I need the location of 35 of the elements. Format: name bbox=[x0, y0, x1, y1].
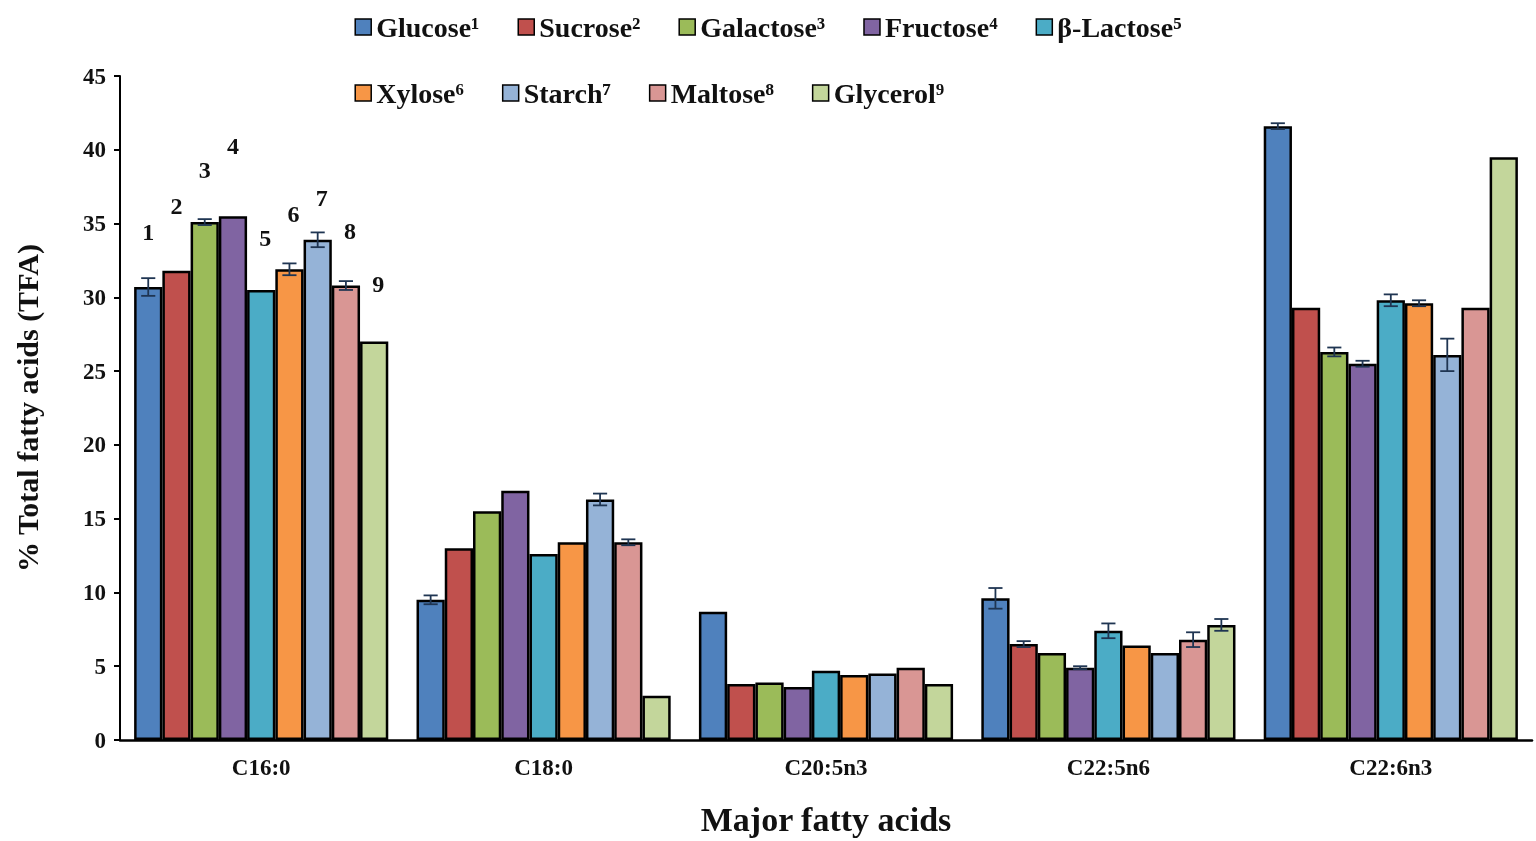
y-tick-label: 35 bbox=[83, 211, 106, 237]
y-tick-label: 25 bbox=[83, 358, 106, 384]
x-tick-label: C18:0 bbox=[514, 755, 573, 780]
y-tick-label: 0 bbox=[94, 727, 106, 753]
annotation: 2 bbox=[170, 192, 183, 219]
x-tick-label: C16:0 bbox=[231, 755, 291, 780]
legend-label: Starch⁷ bbox=[523, 77, 611, 109]
annotation: 8 bbox=[343, 217, 356, 244]
x-tick-label: C20:5n3 bbox=[784, 755, 868, 780]
x-tick-label: C22:6n3 bbox=[1349, 755, 1433, 780]
legend-label: β-Lactose⁵ bbox=[1057, 11, 1182, 43]
y-axis-title: % Total fatty acids (TFA) bbox=[10, 244, 45, 572]
y-tick-label: 15 bbox=[83, 506, 106, 532]
y-tick-label: 20 bbox=[83, 432, 106, 458]
legend-label: Sucrose² bbox=[539, 11, 641, 43]
annotation: 3 bbox=[198, 157, 211, 184]
legend-label: Glucose¹ bbox=[376, 11, 480, 43]
x-axis-title: Major fatty acids bbox=[700, 800, 952, 838]
annotation: 9 bbox=[372, 270, 385, 297]
legend-label: Maltose⁸ bbox=[670, 77, 774, 109]
legend-label: Glycerol⁹ bbox=[833, 77, 945, 109]
annotation: 6 bbox=[287, 201, 300, 228]
legend-label: Fructose⁴ bbox=[884, 11, 999, 43]
y-tick-label: 30 bbox=[83, 284, 106, 310]
legend-label: Galactose³ bbox=[700, 11, 826, 43]
y-tick-label: 45 bbox=[83, 63, 106, 89]
annotation: 5 bbox=[259, 224, 272, 251]
annotation: 4 bbox=[226, 133, 239, 160]
y-tick-label: 5 bbox=[94, 653, 106, 679]
y-tick-label: 40 bbox=[83, 137, 106, 163]
x-tick-label: C22:5n6 bbox=[1066, 755, 1150, 780]
annotation: 1 bbox=[142, 219, 155, 245]
y-tick-label: 10 bbox=[83, 579, 106, 605]
legend-label: Xylose⁶ bbox=[376, 77, 464, 109]
annotation: 7 bbox=[315, 184, 328, 211]
